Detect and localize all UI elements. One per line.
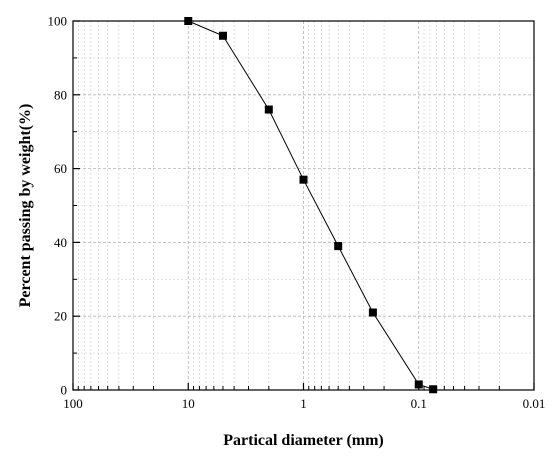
- x-tick-label: 100: [63, 396, 83, 411]
- y-tick-labels: 0 20 40 60 80 100: [48, 14, 68, 398]
- data-point-marker: [414, 380, 423, 389]
- x-tick-label: 10: [182, 396, 195, 411]
- x-axis-title: Partical diameter (mm): [223, 432, 384, 449]
- x-tick-label: 1: [300, 396, 307, 411]
- data-point-marker: [334, 242, 343, 251]
- y-tick-label: 20: [54, 309, 67, 324]
- y-tick-label: 40: [54, 235, 67, 250]
- data-point-marker: [218, 31, 227, 40]
- data-point-marker: [264, 105, 273, 114]
- series-line: [188, 20, 434, 390]
- data-series: [184, 17, 438, 394]
- x-tick-label: 0.01: [523, 396, 546, 411]
- y-tick-label: 100: [48, 14, 68, 29]
- data-point-marker: [299, 175, 308, 184]
- x-tick-labels: 100 10 1 0.1 0.01: [63, 396, 545, 411]
- data-point-marker: [368, 308, 377, 317]
- y-axis-title: Percent passing by weight(%): [17, 104, 34, 308]
- data-point-marker: [429, 385, 438, 394]
- x-tick-label: 0.1: [411, 396, 427, 411]
- y-tick-label: 60: [54, 161, 67, 176]
- data-point-marker: [184, 17, 193, 25]
- grid-lines: [72, 20, 535, 391]
- y-tick-label: 0: [61, 383, 68, 398]
- y-tick-label: 80: [54, 87, 67, 102]
